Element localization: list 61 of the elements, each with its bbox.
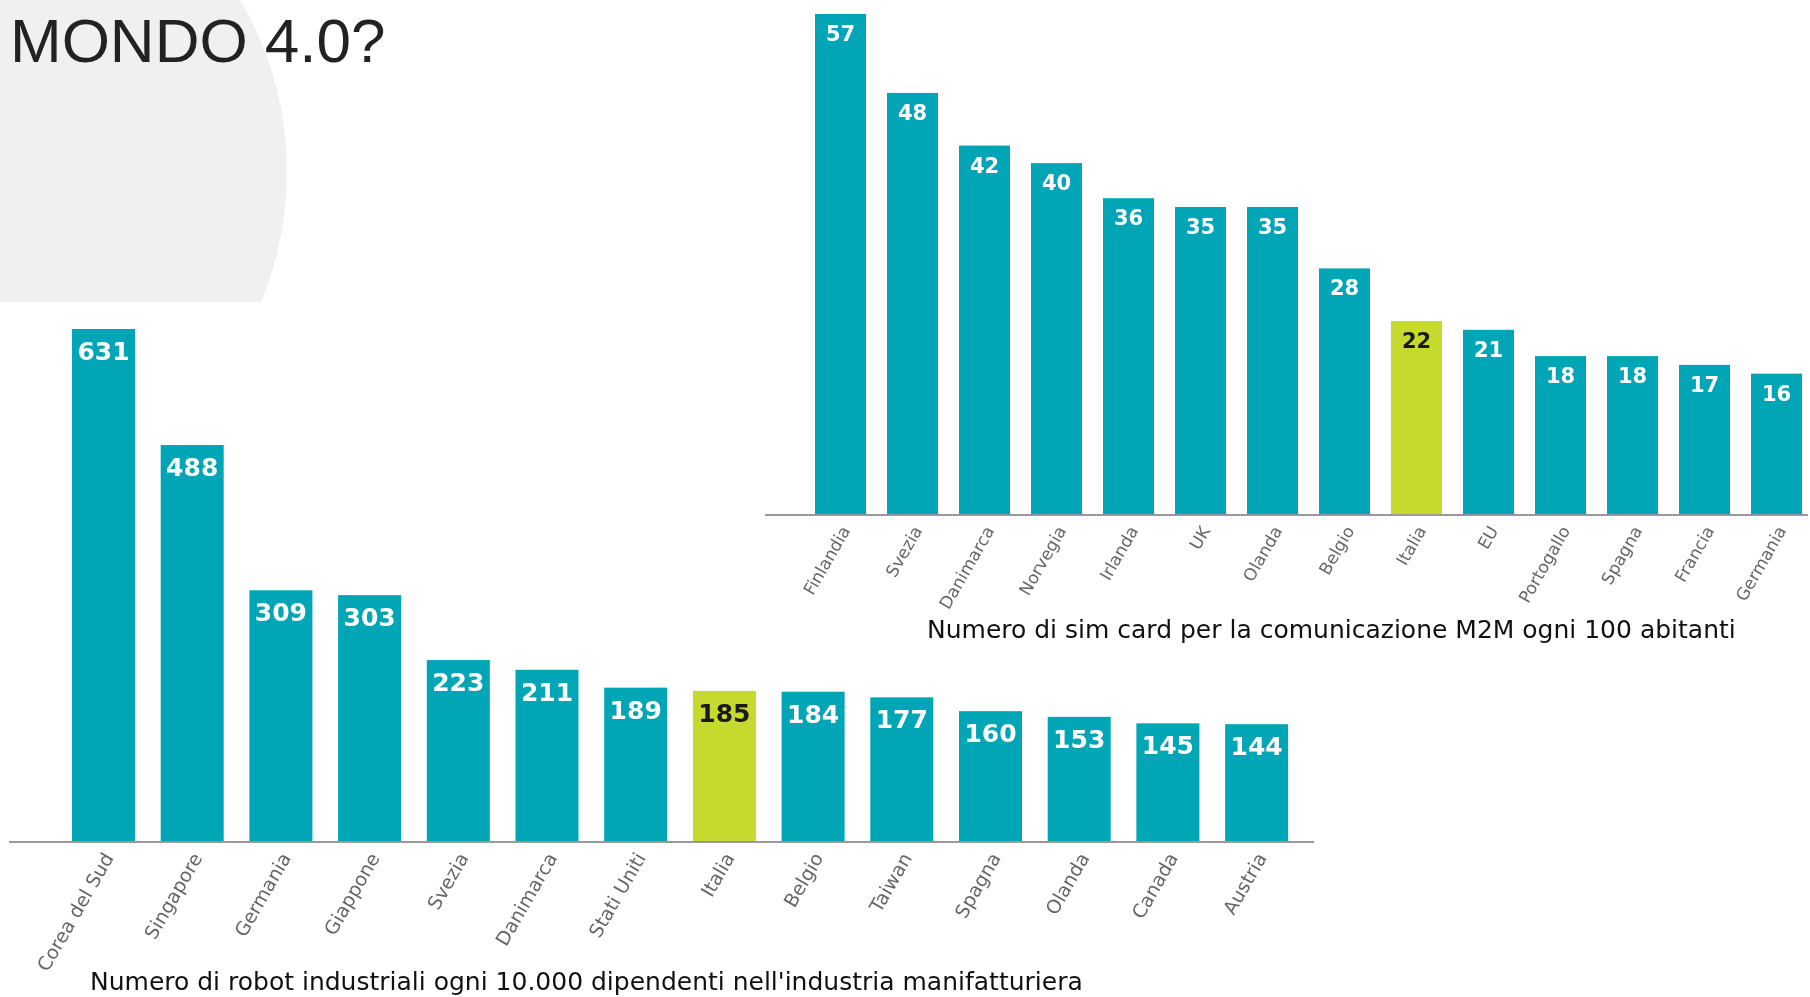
data-label: 35 [1257, 214, 1288, 239]
data-label: 189 [609, 695, 662, 725]
bar [1463, 329, 1514, 514]
data-label: 35 [1185, 214, 1216, 239]
data-label: 153 [1053, 724, 1106, 754]
data-label: 309 [254, 598, 307, 628]
data-label: 177 [875, 705, 928, 735]
data-label: 22 [1401, 329, 1432, 354]
bar [781, 691, 845, 841]
bar [1679, 364, 1730, 514]
data-label: 42 [969, 153, 1000, 178]
bar [72, 329, 135, 841]
bar [160, 445, 224, 841]
data-label: 36 [1113, 206, 1144, 231]
bar [959, 145, 1010, 514]
bar [515, 669, 579, 841]
bar [870, 697, 934, 841]
bar [1607, 356, 1658, 514]
bar [887, 92, 938, 514]
data-label: 18 [1617, 364, 1648, 389]
bar [1535, 356, 1586, 514]
bar [1175, 206, 1226, 514]
data-label: 17 [1689, 372, 1720, 397]
data-label: 57 [825, 22, 856, 46]
data-label: 16 [1761, 381, 1792, 406]
data-label: 488 [166, 453, 219, 483]
annotation: Numero di sim card per la comunicazione M2M ogni 100 abitanti [927, 615, 1736, 644]
bar [1031, 163, 1082, 514]
data-label: 223 [432, 668, 485, 698]
data-label: 303 [343, 603, 396, 633]
text: Numero di robot industriali ogni 10.000 dipendenti nell'industria manifatturiera [90, 967, 1083, 996]
bar [338, 595, 402, 841]
x-tick-label: UK [1185, 521, 1215, 553]
bar [1103, 198, 1154, 514]
data-label: 160 [964, 719, 1017, 749]
bar [249, 590, 313, 841]
data-label: 631 [77, 337, 130, 366]
bar [1225, 724, 1289, 841]
bar [1391, 321, 1442, 514]
bar [692, 690, 756, 841]
data-label: 28 [1329, 276, 1360, 301]
data-label: 184 [787, 699, 840, 729]
bar [1319, 268, 1370, 514]
chart-title: MONDO 4.0? [10, 6, 386, 75]
bar [959, 711, 1022, 841]
bar [1047, 716, 1111, 841]
bar [1247, 206, 1298, 514]
data-label: 185 [698, 698, 751, 728]
data-label: 21 [1473, 337, 1504, 362]
data-label: 144 [1230, 732, 1283, 762]
bar [426, 660, 490, 841]
data-label: 211 [520, 677, 574, 707]
bar [1136, 723, 1200, 841]
data-label: 145 [1141, 731, 1194, 761]
data-label: 18 [1545, 364, 1576, 389]
bar [1751, 373, 1802, 514]
data-label: 48 [897, 100, 928, 125]
x-tick-label: EU [1473, 522, 1503, 553]
bar [815, 14, 866, 514]
bar [604, 687, 668, 841]
data-label: 40 [1041, 171, 1072, 196]
